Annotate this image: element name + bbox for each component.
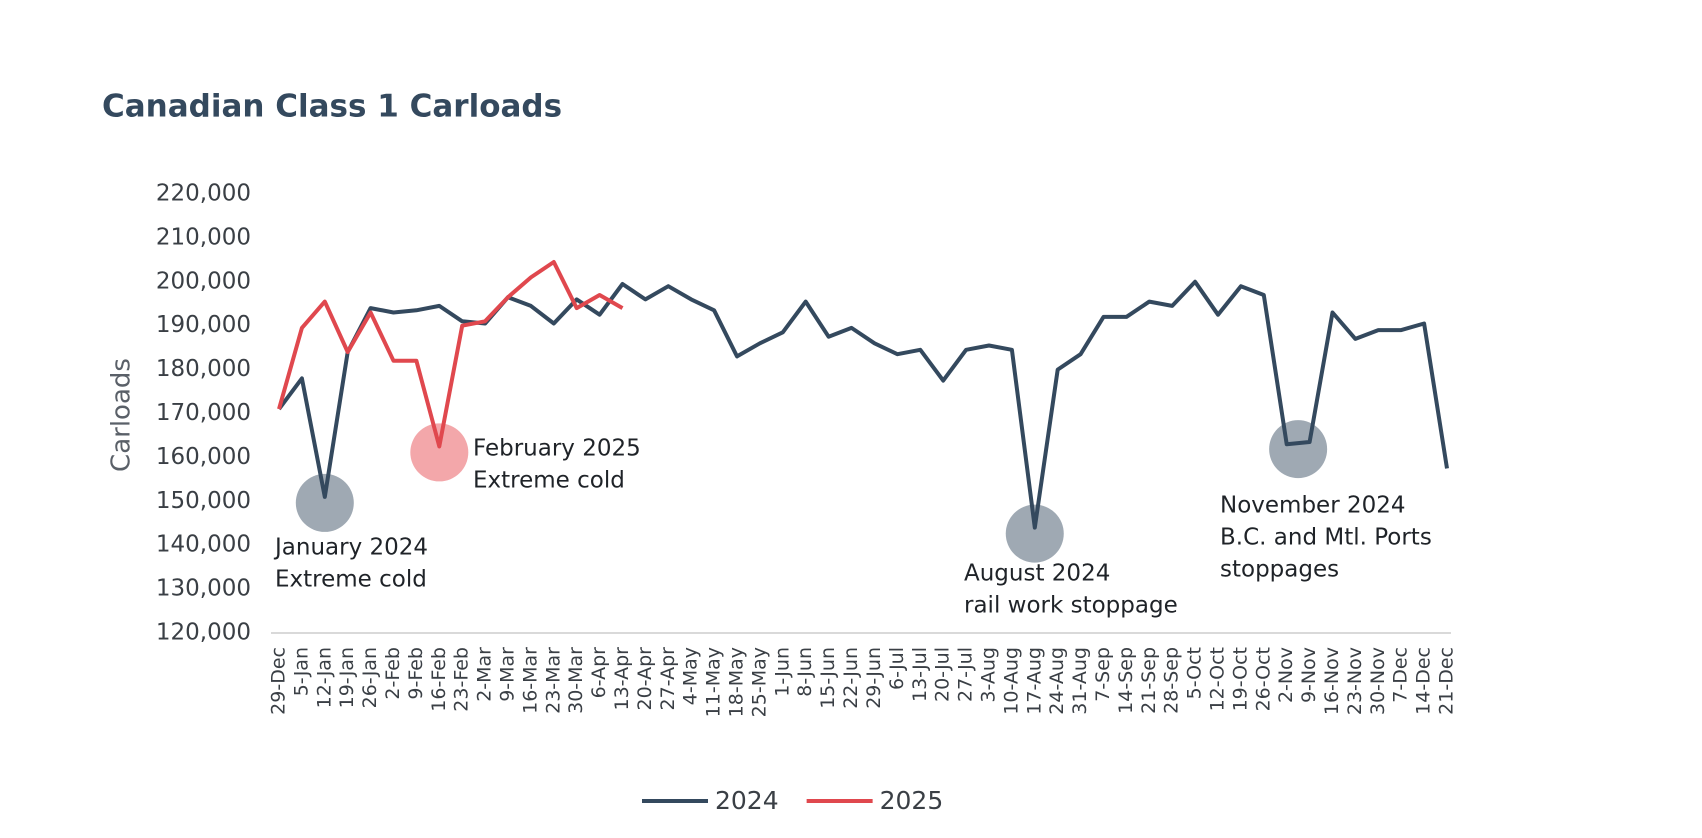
x-tick-label: 31-Aug: [1069, 647, 1091, 715]
x-tick-label: 2-Mar: [474, 647, 496, 702]
annotation-circle: [1005, 504, 1064, 563]
x-tick-label: 20-Apr: [634, 647, 656, 711]
x-tick-label: 11-May: [703, 647, 725, 717]
x-tick-label: 29-Dec: [268, 647, 290, 715]
y-tick-label: 200,000: [156, 268, 251, 294]
x-tick-label: 9-Feb: [405, 647, 427, 700]
x-tick-label: 21-Dec: [1436, 647, 1458, 715]
annotation-text: Extreme cold: [275, 567, 427, 593]
x-tick-label: 4-May: [680, 647, 702, 705]
data-line: [277, 279, 1449, 530]
chart-title: Canadian Class 1 Carloads: [102, 89, 562, 125]
x-tick-label: 7-Sep: [1092, 647, 1114, 702]
annotation-text: February 2025: [473, 436, 641, 462]
x-tick-label: 27-Apr: [657, 647, 679, 711]
x-tick-label: 8-Jun: [794, 647, 816, 697]
annotation-text: stoppages: [1220, 557, 1339, 583]
legend-label: 2025: [880, 786, 944, 815]
y-axis-label: Carloads: [107, 358, 137, 472]
x-tick-label: 16-Feb: [428, 647, 450, 712]
y-tick-label: 190,000: [156, 312, 251, 338]
annotation-text: January 2024: [273, 535, 428, 561]
x-tick-label: 23-Feb: [451, 647, 473, 712]
annotation-circle: [410, 423, 469, 482]
x-tick-label: 17-Aug: [1023, 647, 1045, 715]
y-tick-label: 170,000: [156, 400, 251, 426]
y-tick-label: 130,000: [156, 576, 251, 602]
x-tick-label: 26-Jan: [359, 647, 381, 708]
annotation-text: rail work stoppage: [964, 593, 1178, 619]
x-tick-label: 26-Oct: [1252, 647, 1274, 711]
x-tick-label: 2-Nov: [1275, 647, 1297, 703]
x-tick-label: 28-Sep: [1161, 647, 1183, 714]
y-tick-label: 120,000: [156, 620, 251, 646]
y-tick-label: 180,000: [156, 356, 251, 382]
x-tick-label: 29-Jun: [863, 647, 885, 709]
x-tick-label: 13-Jul: [909, 647, 931, 702]
annotation-text: August 2024: [964, 561, 1110, 587]
x-tick-label: 14-Dec: [1413, 647, 1435, 715]
annotation-circle: [1269, 420, 1328, 479]
y-tick-label: 150,000: [156, 488, 251, 514]
x-tick-label: 30-Nov: [1367, 647, 1389, 715]
x-tick-label: 12-Oct: [1206, 647, 1228, 711]
x-tick-label: 13-Apr: [611, 647, 633, 711]
annotation-circle: [295, 473, 354, 532]
x-tick-label: 5-Oct: [1184, 647, 1206, 699]
y-tick-label: 140,000: [156, 532, 251, 558]
x-tick-label: 18-May: [726, 647, 748, 717]
x-tick-label: 12-Jan: [313, 647, 335, 708]
x-tick-label: 24-Aug: [1046, 647, 1068, 715]
x-tick-label: 6-Jul: [886, 647, 908, 690]
x-tick-label: 14-Sep: [1115, 647, 1137, 714]
y-tick-label: 160,000: [156, 444, 251, 470]
x-tick-label: 7-Dec: [1390, 647, 1412, 703]
x-tick-label: 20-Jul: [932, 647, 954, 702]
x-tick-label: 16-Nov: [1321, 647, 1343, 715]
data-line: [277, 260, 624, 449]
x-tick-label: 15-Jun: [817, 647, 839, 709]
y-tick-label: 210,000: [156, 224, 251, 250]
annotation-text: Extreme cold: [473, 468, 625, 494]
x-tick-label: 25-May: [748, 647, 770, 717]
x-tick-label: 6-Apr: [588, 647, 610, 699]
legend-label: 2024: [715, 786, 779, 815]
x-tick-label: 27-Jul: [955, 647, 977, 702]
x-tick-label: 23-Nov: [1344, 647, 1366, 715]
x-tick-label: 22-Jun: [840, 647, 862, 709]
annotation-text: B.C. and Mtl. Ports: [1220, 525, 1432, 551]
x-tick-label: 16-Mar: [519, 647, 541, 714]
x-tick-label: 3-Aug: [977, 647, 999, 703]
annotation-text: November 2024: [1220, 493, 1406, 519]
x-tick-label: 19-Oct: [1229, 647, 1251, 711]
x-tick-label: 5-Jan: [290, 647, 312, 696]
y-tick-label: 220,000: [156, 181, 251, 207]
x-tick-label: 30-Mar: [565, 647, 587, 714]
x-tick-label: 21-Sep: [1138, 647, 1160, 714]
x-tick-label: 23-Mar: [542, 647, 564, 714]
x-tick-label: 1-Jun: [771, 647, 793, 697]
x-tick-label: 10-Aug: [1000, 647, 1022, 715]
x-tick-label: 2-Feb: [382, 647, 404, 700]
x-tick-label: 9-Mar: [497, 647, 519, 702]
x-tick-label: 9-Nov: [1298, 647, 1320, 703]
x-tick-label: 19-Jan: [336, 647, 358, 708]
